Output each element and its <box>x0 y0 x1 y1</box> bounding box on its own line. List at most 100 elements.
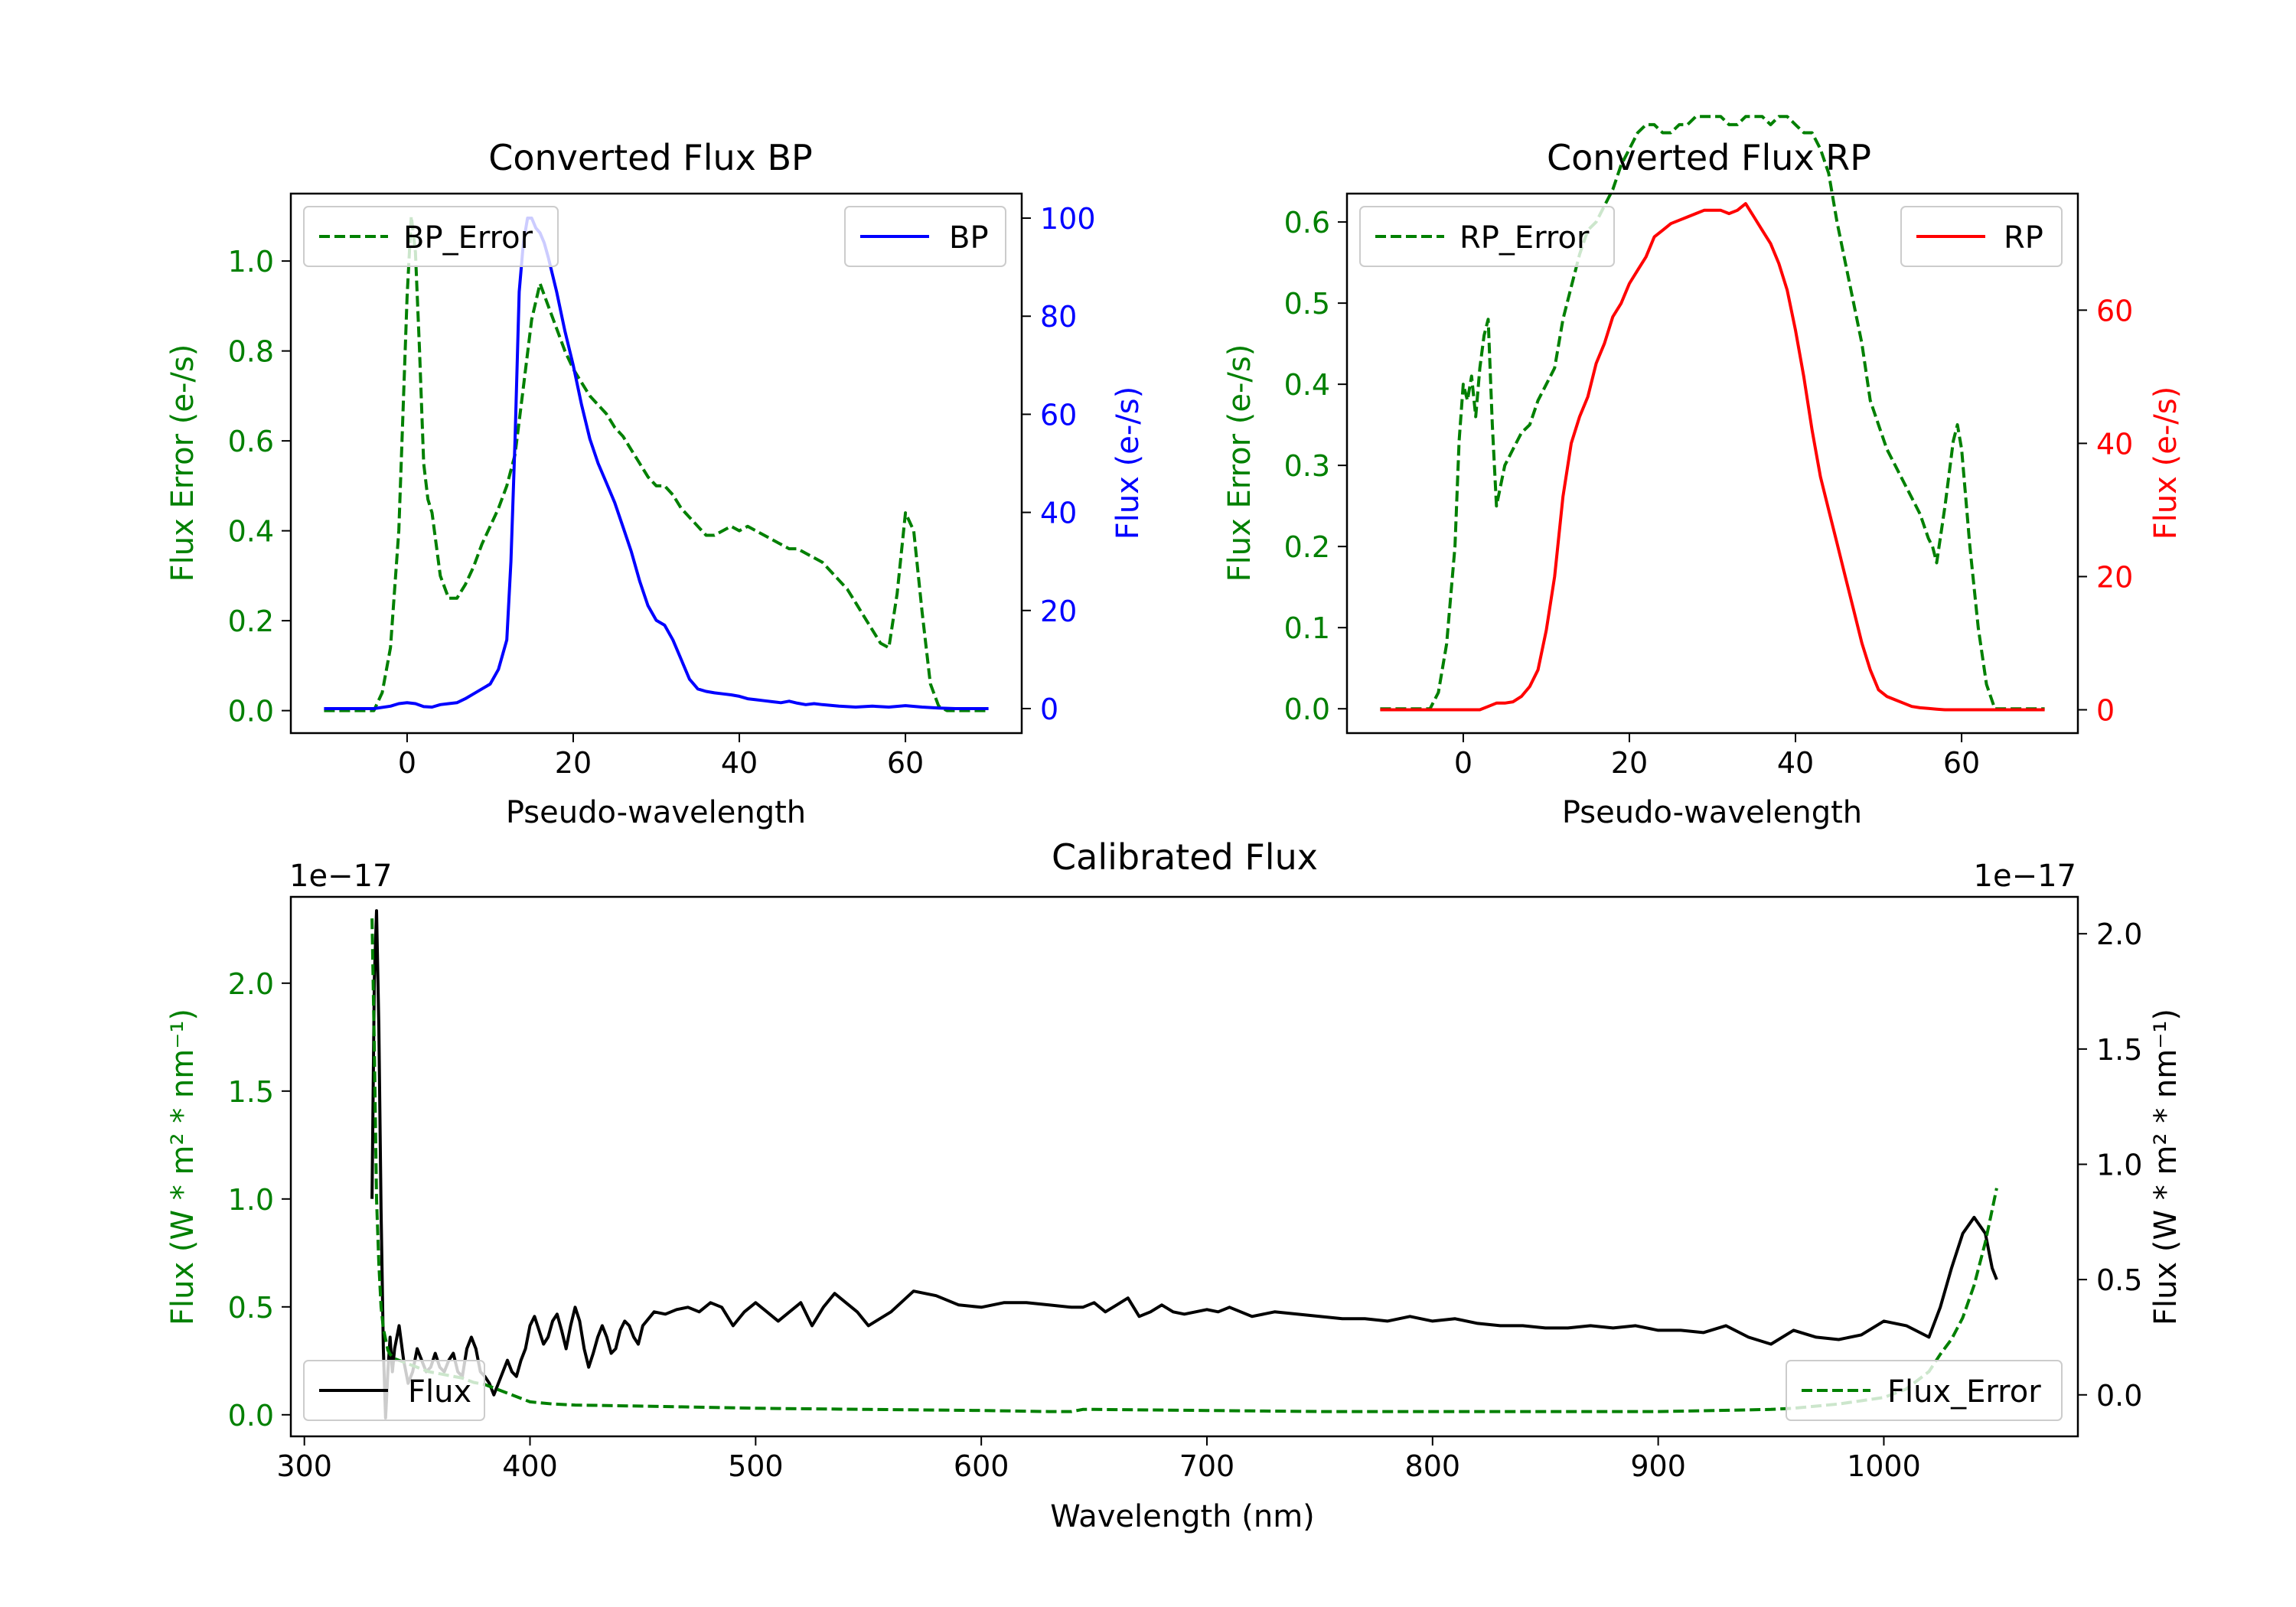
bp-legend-left: BP_Error <box>303 206 559 267</box>
rp-legend-right: RP <box>1900 206 2063 267</box>
calibrated-right-tick-label: 0.0 <box>2096 1379 2142 1413</box>
bp-x-axis-label: Pseudo-wavelength <box>506 795 806 830</box>
calibrated-left-tick-label: 1.0 <box>228 1183 274 1217</box>
rp-series-rp <box>1380 202 2045 712</box>
rp-left-tick-label: 0.6 <box>1284 206 1330 240</box>
bp-legend-left-label: BP_Error <box>403 220 533 256</box>
bp-x-tick-label: 20 <box>555 746 592 780</box>
rp-x-tick-label: 0 <box>1454 746 1473 780</box>
calibrated-left-axis-label: Flux (W * m² * nm⁻¹) <box>165 1009 201 1325</box>
calibrated-x-tick-label: 1000 <box>1847 1449 1921 1483</box>
bp-left-axis-label: Flux Error (e-/s) <box>165 344 201 582</box>
bp-panel: Converted Flux BP 0 20 40 60 0.00.20.40.60.… <box>165 137 1146 830</box>
bp-series-bp <box>324 217 989 710</box>
calibrated-right-tick-label: 1.5 <box>2096 1033 2142 1067</box>
calibrated-left-offset-label: 1e−17 <box>289 859 392 894</box>
calibrated-x-tick-label: 400 <box>502 1449 558 1483</box>
calibrated-x-tick-label: 600 <box>954 1449 1009 1483</box>
bp-right-tick-label: 100 <box>1040 202 1096 236</box>
rp-panel: Converted Flux RP 0 20 40 60 0.00.10.20.30.… <box>1222 115 2183 830</box>
bp-title: Converted Flux BP <box>488 137 813 178</box>
bp-right-axis-label: Flux (e-/s) <box>1110 386 1146 539</box>
calibrated-right-tick-label: 1.0 <box>2096 1148 2142 1182</box>
rp-left-tick-label: 0.0 <box>1284 693 1330 726</box>
calibrated-legend-left-box <box>303 1360 485 1421</box>
rp-legend-left-label: RP_Error <box>1459 220 1590 256</box>
rp-left-tick-label: 0.5 <box>1284 287 1330 321</box>
bp-left-tick-label: 1.0 <box>228 245 274 279</box>
bp-left-tick-label: 0.0 <box>228 695 274 729</box>
rp-x-tick-label: 60 <box>1943 746 1980 780</box>
bp-legend-right: BP <box>844 206 1006 267</box>
calibrated-series-flux-error <box>370 918 1998 1413</box>
rp-right-tick-label: 40 <box>2096 427 2133 461</box>
calibrated-right-tick-label: 0.5 <box>2096 1263 2142 1297</box>
rp-legend-right-label: RP <box>2004 220 2043 256</box>
calibrated-legend-left-label: Flux <box>408 1374 471 1410</box>
bp-series-bp-error <box>324 214 989 712</box>
rp-left-tick-label: 0.1 <box>1284 611 1330 645</box>
calibrated-legend-left: Flux <box>303 1360 485 1421</box>
rp-right-ticks: 0 20 40 60 <box>2078 294 2133 728</box>
calibrated-x-axis-label: Wavelength (nm) <box>1050 1499 1315 1534</box>
bp-left-tick-label: 0.6 <box>228 425 274 458</box>
rp-plot-lines <box>1380 115 2045 712</box>
calibrated-legend-right-box <box>1786 1360 2063 1421</box>
calibrated-right-axis-label: Flux (W * m² * nm⁻¹) <box>2148 1009 2183 1325</box>
bp-right-tick-label: 80 <box>1040 300 1077 334</box>
bp-left-tick-label: 0.8 <box>228 335 274 369</box>
bp-x-tick-label: 60 <box>887 746 924 780</box>
calibrated-x-tick-label: 800 <box>1405 1449 1461 1483</box>
calibrated-right-offset-label: 1e−17 <box>1974 859 2076 894</box>
rp-x-tick-label: 40 <box>1777 746 1814 780</box>
bp-x-ticks: 0 20 40 60 <box>398 733 924 780</box>
rp-left-tick-label: 0.4 <box>1284 368 1330 402</box>
rp-left-tick-label: 0.2 <box>1284 530 1330 564</box>
bp-left-tick-label: 0.2 <box>228 605 274 638</box>
bp-right-ticks: 0 20 40 60 80 100 <box>1022 202 1096 726</box>
calibrated-legend-right-label: Flux_Error <box>1887 1374 2041 1410</box>
calibrated-x-tick-label: 300 <box>276 1449 332 1483</box>
bp-x-tick-label: 40 <box>721 746 758 780</box>
rp-x-axis-label: Pseudo-wavelength <box>1562 795 1862 830</box>
calibrated-left-tick-label: 0.0 <box>228 1399 274 1433</box>
calibrated-axes-frame <box>289 895 2079 1438</box>
bp-right-tick-label: 0 <box>1040 693 1058 726</box>
calibrated-x-ticks: 300 400 500 600 700 800 900 1000 <box>276 1436 1921 1483</box>
rp-right-tick-label: 0 <box>2096 694 2115 728</box>
rp-series-rp-error <box>1380 115 2045 711</box>
calibrated-title: Calibrated Flux <box>1052 836 1318 878</box>
rp-x-ticks: 0 20 40 60 <box>1454 733 1980 780</box>
rp-right-tick-label: 60 <box>2096 294 2133 328</box>
rp-x-tick-label: 20 <box>1611 746 1648 780</box>
rp-legend-left-box <box>1359 206 1615 267</box>
calibrated-left-tick-label: 2.0 <box>228 967 274 1001</box>
rp-left-axis-label: Flux Error (e-/s) <box>1222 344 1257 582</box>
rp-left-ticks: 0.0 0.1 0.2 0.3 0.4 0.5 0.6 <box>1284 206 1347 726</box>
calibrated-left-tick-label: 1.5 <box>228 1075 274 1109</box>
bp-left-tick-label: 0.4 <box>228 515 274 549</box>
bp-right-tick-label: 60 <box>1040 398 1077 432</box>
bp-left-ticks: 0.0 0.2 0.4 0.6 0.8 1.0 <box>228 245 291 729</box>
calibrated-left-tick-label: 0.5 <box>228 1291 274 1325</box>
calibrated-x-tick-label: 500 <box>728 1449 784 1483</box>
calibrated-panel: Calibrated Flux 1e−17 1e−17 300 400 500 600… <box>165 836 2183 1534</box>
rp-left-tick-label: 0.3 <box>1284 449 1330 483</box>
calibrated-left-ticks: 0.0 0.5 1.0 1.5 2.0 <box>228 967 291 1433</box>
bp-legend-left-box <box>303 206 559 267</box>
calibrated-right-ticks: 0.0 0.5 1.0 1.5 2.0 <box>2078 918 2142 1413</box>
rp-legend-left: RP_Error <box>1359 206 1615 267</box>
calibrated-right-tick-label: 2.0 <box>2096 918 2142 951</box>
bp-plot-lines <box>324 214 989 712</box>
bp-right-tick-label: 40 <box>1040 497 1077 530</box>
bp-right-tick-label: 20 <box>1040 595 1077 628</box>
bp-x-tick-label: 0 <box>398 746 416 780</box>
rp-right-axis-label: Flux (e-/s) <box>2148 386 2183 539</box>
rp-axes-frame <box>1345 192 2079 735</box>
bp-legend-right-label: BP <box>949 220 989 256</box>
bp-axes-frame <box>289 192 1023 735</box>
calibrated-x-tick-label: 900 <box>1630 1449 1686 1483</box>
rp-right-tick-label: 20 <box>2096 560 2133 594</box>
calibrated-legend-right: Flux_Error <box>1786 1360 2063 1421</box>
